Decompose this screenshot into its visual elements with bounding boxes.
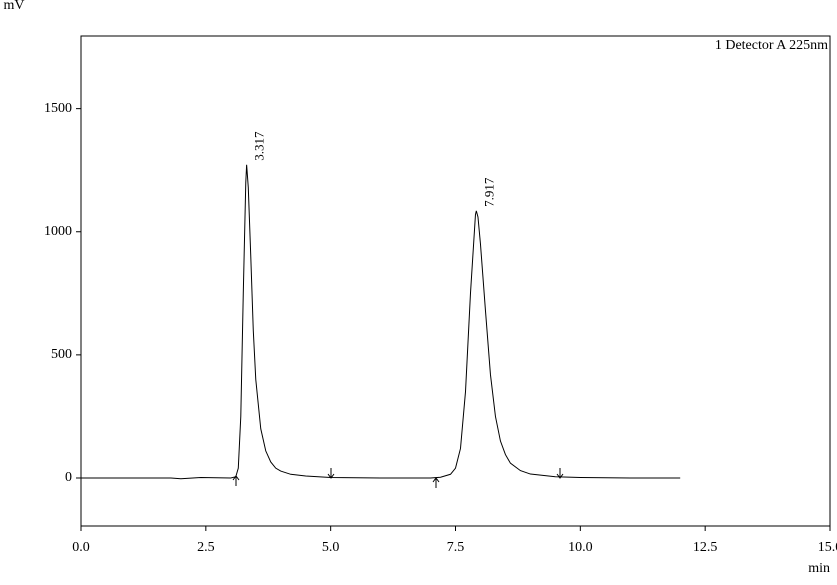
peak-label: 7.917: [481, 177, 496, 207]
peak-label: 3.317: [252, 131, 267, 161]
legend-entry: 1 Detector A 225nm: [715, 38, 828, 53]
y-tick-label: 0: [65, 470, 72, 485]
plot-frame: [80, 35, 831, 527]
y-tick-label: 500: [51, 347, 72, 362]
x-axis-label: min: [808, 561, 830, 576]
x-tick-label: 12.5: [693, 540, 718, 555]
x-tick-label: 10.0: [568, 540, 593, 555]
y-tick-label: 1000: [44, 224, 72, 239]
y-axis-label: mV: [4, 0, 25, 13]
x-tick-label: 2.5: [197, 540, 215, 555]
y-tick-label: 1500: [44, 101, 72, 116]
x-tick-label: 5.0: [322, 540, 340, 555]
trace-line: [81, 164, 681, 480]
x-tick-label: 7.5: [447, 540, 465, 555]
x-tick-label: 15.0: [818, 540, 837, 555]
x-tick-label: 0.0: [72, 540, 90, 555]
